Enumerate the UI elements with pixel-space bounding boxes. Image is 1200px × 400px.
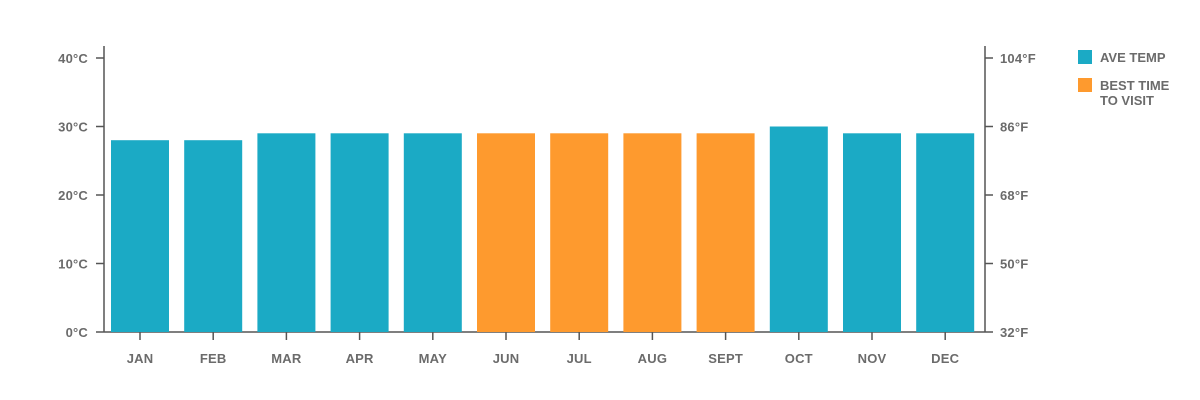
right-y-axis-labels: 32°F 50°F 68°F 86°F 104°F (1000, 51, 1036, 340)
x-tick-label-jun: JUN (493, 351, 520, 366)
legend-swatch-1 (1078, 78, 1092, 92)
chart-bars (111, 126, 975, 332)
right-y-tick-label: 50°F (1000, 257, 1028, 272)
bar-apr (330, 133, 389, 332)
bar-nov (843, 133, 901, 332)
bar-sept (696, 133, 755, 332)
x-axis-labels: JAN FEB MAR APR MAY JUN JUL AUG SEPT OCT NOV DEC (127, 351, 960, 366)
right-y-tick-label: 32°F (1000, 325, 1028, 340)
bar-jun (477, 133, 535, 332)
x-tick-label-aug: AUG (638, 351, 668, 366)
bar-may (403, 133, 462, 332)
bar-aug (623, 133, 682, 332)
x-tick-label-jul: JUL (567, 351, 592, 366)
legend-label: TO VISIT (1100, 93, 1154, 108)
x-tick-label-apr: APR (346, 351, 374, 366)
bar-oct (769, 126, 828, 332)
bar-feb (184, 140, 243, 332)
left-y-tick-label: 0°C (66, 325, 89, 340)
left-y-tick-label: 10°C (58, 257, 88, 272)
x-tick-label-may: MAY (419, 351, 447, 366)
right-y-tick-label: 86°F (1000, 120, 1028, 135)
x-tick-label-nov: NOV (858, 351, 887, 366)
right-y-tick-label: 104°F (1000, 51, 1036, 66)
x-tick-label-jan: JAN (127, 351, 154, 366)
left-y-axis-labels: 0°C 10°C 20°C 30°C 40°C (58, 51, 88, 340)
x-tick-label-mar: MAR (271, 351, 302, 366)
left-y-tick-label: 20°C (58, 188, 88, 203)
right-y-tick-label: 68°F (1000, 188, 1028, 203)
chart-axes (96, 46, 993, 340)
bar-mar (257, 133, 316, 332)
left-y-tick-label: 30°C (58, 120, 88, 135)
left-y-tick-label: 40°C (58, 51, 88, 66)
x-tick-label-dec: DEC (931, 351, 959, 366)
legend-swatch-0 (1078, 50, 1092, 64)
x-tick-label-sept: SEPT (708, 351, 743, 366)
legend-label: AVE TEMP (1100, 50, 1166, 65)
bar-jul (550, 133, 609, 332)
bar-dec (916, 133, 975, 332)
bar-jan (111, 140, 169, 332)
legend-label: BEST TIME (1100, 78, 1170, 93)
x-tick-label-oct: OCT (785, 351, 813, 366)
x-tick-label-feb: FEB (200, 351, 227, 366)
